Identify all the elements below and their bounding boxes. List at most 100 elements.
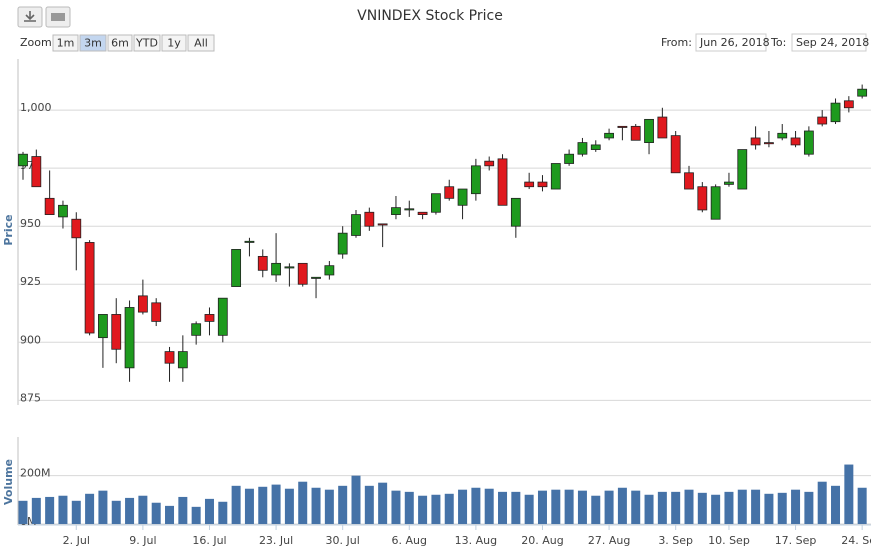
candle-body	[217, 297, 228, 336]
volume-bar	[431, 494, 441, 524]
candle-body	[311, 276, 321, 279]
candle-body	[537, 181, 548, 188]
candle-body	[297, 262, 308, 285]
candle-body	[177, 351, 188, 369]
volume-bar	[511, 491, 521, 524]
volume-bar	[378, 482, 388, 524]
volume-bar	[45, 496, 55, 524]
candle-body	[670, 135, 681, 174]
zoom-button[interactable]	[187, 34, 215, 52]
zoom-button-label[interactable]: YTD	[135, 37, 158, 50]
volume-bar	[617, 487, 627, 524]
x-tick-label: 24. Sep	[841, 534, 871, 547]
candle-body	[604, 132, 614, 139]
zoom-buttons: 1m 3m 6m YTD 1y All	[52, 34, 215, 52]
volume-bar	[18, 500, 28, 524]
volume-bar	[31, 497, 41, 524]
x-tick-label: 13. Aug	[455, 534, 497, 547]
candle-body	[550, 163, 561, 190]
zoom-button-label[interactable]: All	[194, 37, 208, 50]
x-tick-label: 30. Jul	[326, 534, 360, 547]
candle-body	[644, 118, 654, 143]
volume-bar	[271, 484, 281, 524]
to-label: To:	[770, 36, 786, 49]
zoom-button-label[interactable]: 6m	[111, 37, 129, 50]
from-input[interactable]	[695, 33, 767, 52]
volume-bar	[831, 485, 841, 524]
volume-bar	[591, 495, 601, 524]
volume-bar	[298, 481, 308, 524]
candle-body	[764, 142, 774, 145]
price-axis-title: Price	[2, 214, 15, 245]
volume-bar	[58, 495, 68, 524]
volume-bar	[178, 496, 188, 524]
candle-body	[617, 125, 628, 128]
zoom-button-label[interactable]: 3m	[84, 37, 102, 50]
candle-body	[417, 211, 428, 215]
candle-body	[204, 314, 215, 322]
candle-body	[750, 137, 761, 146]
volume-bar	[231, 485, 241, 524]
volume-bar	[351, 475, 361, 524]
zoom-button[interactable]	[161, 34, 187, 52]
zoom-button[interactable]	[52, 34, 79, 52]
volume-bar	[737, 489, 747, 524]
candle-body	[444, 186, 455, 199]
volume-bar	[471, 487, 481, 524]
candle-body	[524, 181, 535, 188]
from-date[interactable]: Jun 26, 2018	[699, 36, 770, 49]
x-tick-label: 17. Sep	[775, 534, 817, 547]
zoom-button-label[interactable]: 1m	[57, 37, 75, 50]
volume-bar	[125, 497, 135, 524]
candle-body	[31, 156, 42, 188]
volume-bar	[218, 501, 228, 524]
volume-bar	[751, 489, 761, 524]
candle-body	[351, 214, 361, 236]
candle-body	[377, 223, 388, 226]
volume-bar	[364, 485, 374, 524]
to-date[interactable]: Sep 24, 2018	[796, 36, 869, 49]
volume-bar	[151, 502, 161, 524]
volume-bar	[804, 491, 814, 524]
candle-body	[151, 302, 162, 322]
candle-body	[271, 262, 281, 276]
candle-body	[510, 197, 521, 227]
candle-body	[84, 242, 95, 334]
volume-bar	[111, 500, 121, 524]
volume-bar	[671, 491, 681, 524]
candle-body	[257, 255, 268, 271]
volume-bar	[537, 490, 547, 524]
volume-bar	[817, 481, 827, 524]
volume-bar	[551, 489, 561, 524]
volume-bar	[498, 491, 508, 524]
volume-bar	[604, 490, 614, 524]
zoom-button-label[interactable]: 1y	[167, 37, 181, 50]
candle-body	[284, 266, 295, 269]
candle-body	[577, 142, 588, 155]
candle-body	[98, 314, 108, 339]
to-input[interactable]	[791, 33, 867, 52]
volume-bar	[458, 489, 468, 524]
zoom-button[interactable]	[79, 34, 107, 52]
volume-bar	[138, 495, 148, 524]
volume-bar	[631, 490, 641, 524]
candle-body	[790, 137, 801, 146]
x-tick-label: 23. Jul	[259, 534, 293, 547]
zoom-button[interactable]	[133, 34, 161, 52]
volume-bar	[98, 490, 108, 524]
volume-bar	[258, 486, 268, 524]
zoom-button[interactable]	[107, 34, 133, 52]
candle-body	[364, 211, 375, 227]
volume-bar	[311, 487, 321, 524]
candle-body	[324, 265, 335, 276]
volume-bar	[791, 489, 801, 524]
candle-body	[337, 232, 348, 255]
volume-bar	[404, 491, 414, 524]
volume-bar	[684, 489, 694, 524]
candle-body	[44, 197, 55, 215]
volume-bar	[484, 488, 494, 524]
volume-bar	[284, 488, 294, 524]
candle-body	[457, 188, 468, 206]
x-tick-label: 6. Aug	[392, 534, 427, 547]
